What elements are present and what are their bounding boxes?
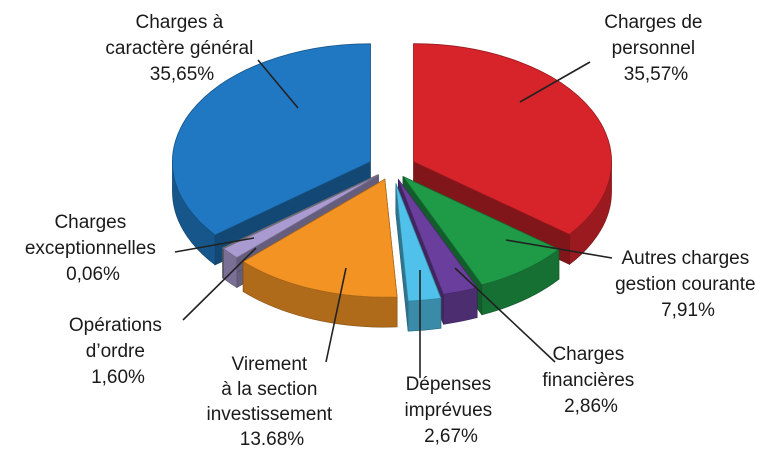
pie-slices [172,43,612,332]
leader-line-autres [505,239,613,259]
slice-side-d-penses-impr-vues-0 [407,297,442,332]
label-general: Charges à caractère général 35,65% [105,12,258,85]
label-imprevues: Dépenses imprévues 2,67% [405,374,498,447]
slice-virement-la-section-investissement [242,178,398,298]
label-autres: Autres charges gestion courante 7,91% [615,248,761,321]
slice-autres-charges-gestion-courante [402,176,560,286]
label-financieres: Charges financières 2,86% [542,344,639,417]
slice-charges-exceptionnelles [221,174,379,249]
leader-line-ordre [182,247,257,321]
slice-charges-caract-re-g-n-ral [172,43,371,236]
leader-line-personnel [519,61,591,103]
leader-line-general [257,59,299,109]
leader-line-exceptionnelles [174,237,255,253]
leader-line-virement [325,267,347,363]
slice-charges-de-personnel [413,43,612,235]
leader-lines [174,59,613,378]
label-ordre: Opérations d’ordre 1,60% [69,315,167,388]
label-personnel: Charges de personnel 35,57% [604,12,708,85]
label-exceptionnelles: Charges exceptionnelles 0,06% [25,212,161,285]
leader-line-financieres [454,267,556,363]
slice-op-rations-d-ordre [222,174,379,259]
label-virement: Virement à la section investissement 13.… [207,354,338,450]
slice-charges-financi-res [397,179,478,295]
slice-d-penses-impr-vues [395,183,442,302]
